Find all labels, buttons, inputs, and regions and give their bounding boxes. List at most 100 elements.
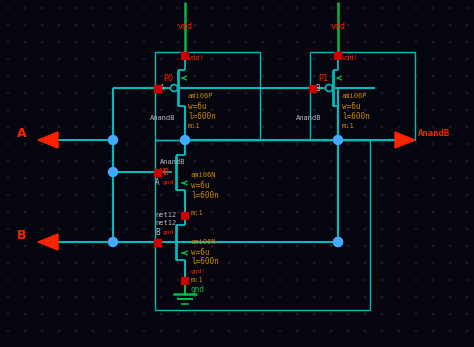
Circle shape [365, 75, 366, 77]
Circle shape [160, 279, 162, 281]
Circle shape [330, 160, 332, 162]
Circle shape [296, 7, 298, 9]
Polygon shape [38, 132, 58, 148]
Circle shape [228, 245, 230, 247]
Circle shape [466, 245, 468, 247]
Circle shape [92, 75, 94, 77]
Circle shape [160, 160, 162, 162]
Polygon shape [38, 234, 58, 250]
Circle shape [7, 330, 9, 332]
Circle shape [109, 237, 118, 246]
Text: AnandB: AnandB [150, 115, 175, 121]
Circle shape [109, 92, 111, 94]
Circle shape [334, 237, 343, 246]
Text: P0: P0 [163, 74, 173, 83]
Circle shape [194, 143, 196, 145]
Circle shape [109, 41, 111, 43]
Circle shape [398, 24, 400, 26]
Circle shape [143, 160, 145, 162]
Circle shape [313, 279, 315, 281]
Circle shape [262, 279, 264, 281]
Circle shape [381, 24, 383, 26]
Circle shape [109, 228, 111, 230]
Text: w=6u: w=6u [342, 102, 361, 110]
Circle shape [415, 7, 417, 9]
Circle shape [177, 177, 179, 179]
Circle shape [449, 177, 451, 179]
Circle shape [365, 262, 366, 264]
Circle shape [449, 75, 451, 77]
Circle shape [24, 126, 26, 128]
Circle shape [143, 330, 145, 332]
Circle shape [75, 330, 77, 332]
Circle shape [228, 160, 230, 162]
Circle shape [143, 58, 145, 60]
Circle shape [262, 177, 264, 179]
Circle shape [347, 41, 349, 43]
Circle shape [330, 211, 332, 213]
Circle shape [143, 24, 145, 26]
Circle shape [109, 24, 111, 26]
Circle shape [279, 92, 281, 94]
Circle shape [330, 313, 332, 315]
Text: w=6u: w=6u [191, 180, 210, 189]
Text: AnandB: AnandB [296, 115, 321, 121]
Circle shape [228, 228, 230, 230]
Circle shape [211, 75, 213, 77]
Circle shape [160, 194, 162, 196]
Circle shape [177, 126, 179, 128]
Circle shape [330, 58, 332, 60]
Circle shape [126, 7, 128, 9]
Circle shape [228, 126, 230, 128]
Circle shape [262, 92, 264, 94]
Circle shape [347, 143, 349, 145]
Circle shape [160, 296, 162, 298]
Circle shape [41, 109, 43, 111]
Circle shape [194, 7, 196, 9]
Circle shape [449, 245, 451, 247]
Circle shape [262, 313, 264, 315]
Circle shape [381, 143, 383, 145]
Circle shape [432, 228, 434, 230]
Circle shape [109, 143, 111, 145]
Circle shape [109, 7, 111, 9]
Text: AnandB: AnandB [160, 159, 185, 165]
Circle shape [415, 41, 417, 43]
Circle shape [109, 194, 111, 196]
Circle shape [432, 58, 434, 60]
Circle shape [347, 262, 349, 264]
Circle shape [432, 194, 434, 196]
Circle shape [330, 126, 332, 128]
Circle shape [24, 160, 26, 162]
Circle shape [381, 177, 383, 179]
Circle shape [160, 109, 162, 111]
Circle shape [279, 126, 281, 128]
Circle shape [228, 75, 230, 77]
Circle shape [330, 75, 332, 77]
Circle shape [449, 7, 451, 9]
Circle shape [432, 262, 434, 264]
Circle shape [262, 126, 264, 128]
Circle shape [211, 58, 213, 60]
Circle shape [347, 24, 349, 26]
Circle shape [24, 262, 26, 264]
Circle shape [41, 228, 43, 230]
Circle shape [228, 296, 230, 298]
Circle shape [7, 262, 9, 264]
Circle shape [398, 7, 400, 9]
Circle shape [92, 228, 94, 230]
Circle shape [160, 177, 162, 179]
Circle shape [160, 330, 162, 332]
Circle shape [177, 313, 179, 315]
Bar [155, 140, 370, 310]
Circle shape [466, 126, 468, 128]
Circle shape [194, 194, 196, 196]
Circle shape [211, 211, 213, 213]
Circle shape [398, 75, 400, 77]
Circle shape [262, 143, 264, 145]
Circle shape [296, 313, 298, 315]
Circle shape [228, 7, 230, 9]
Circle shape [466, 109, 468, 111]
Circle shape [415, 58, 417, 60]
Circle shape [109, 330, 111, 332]
